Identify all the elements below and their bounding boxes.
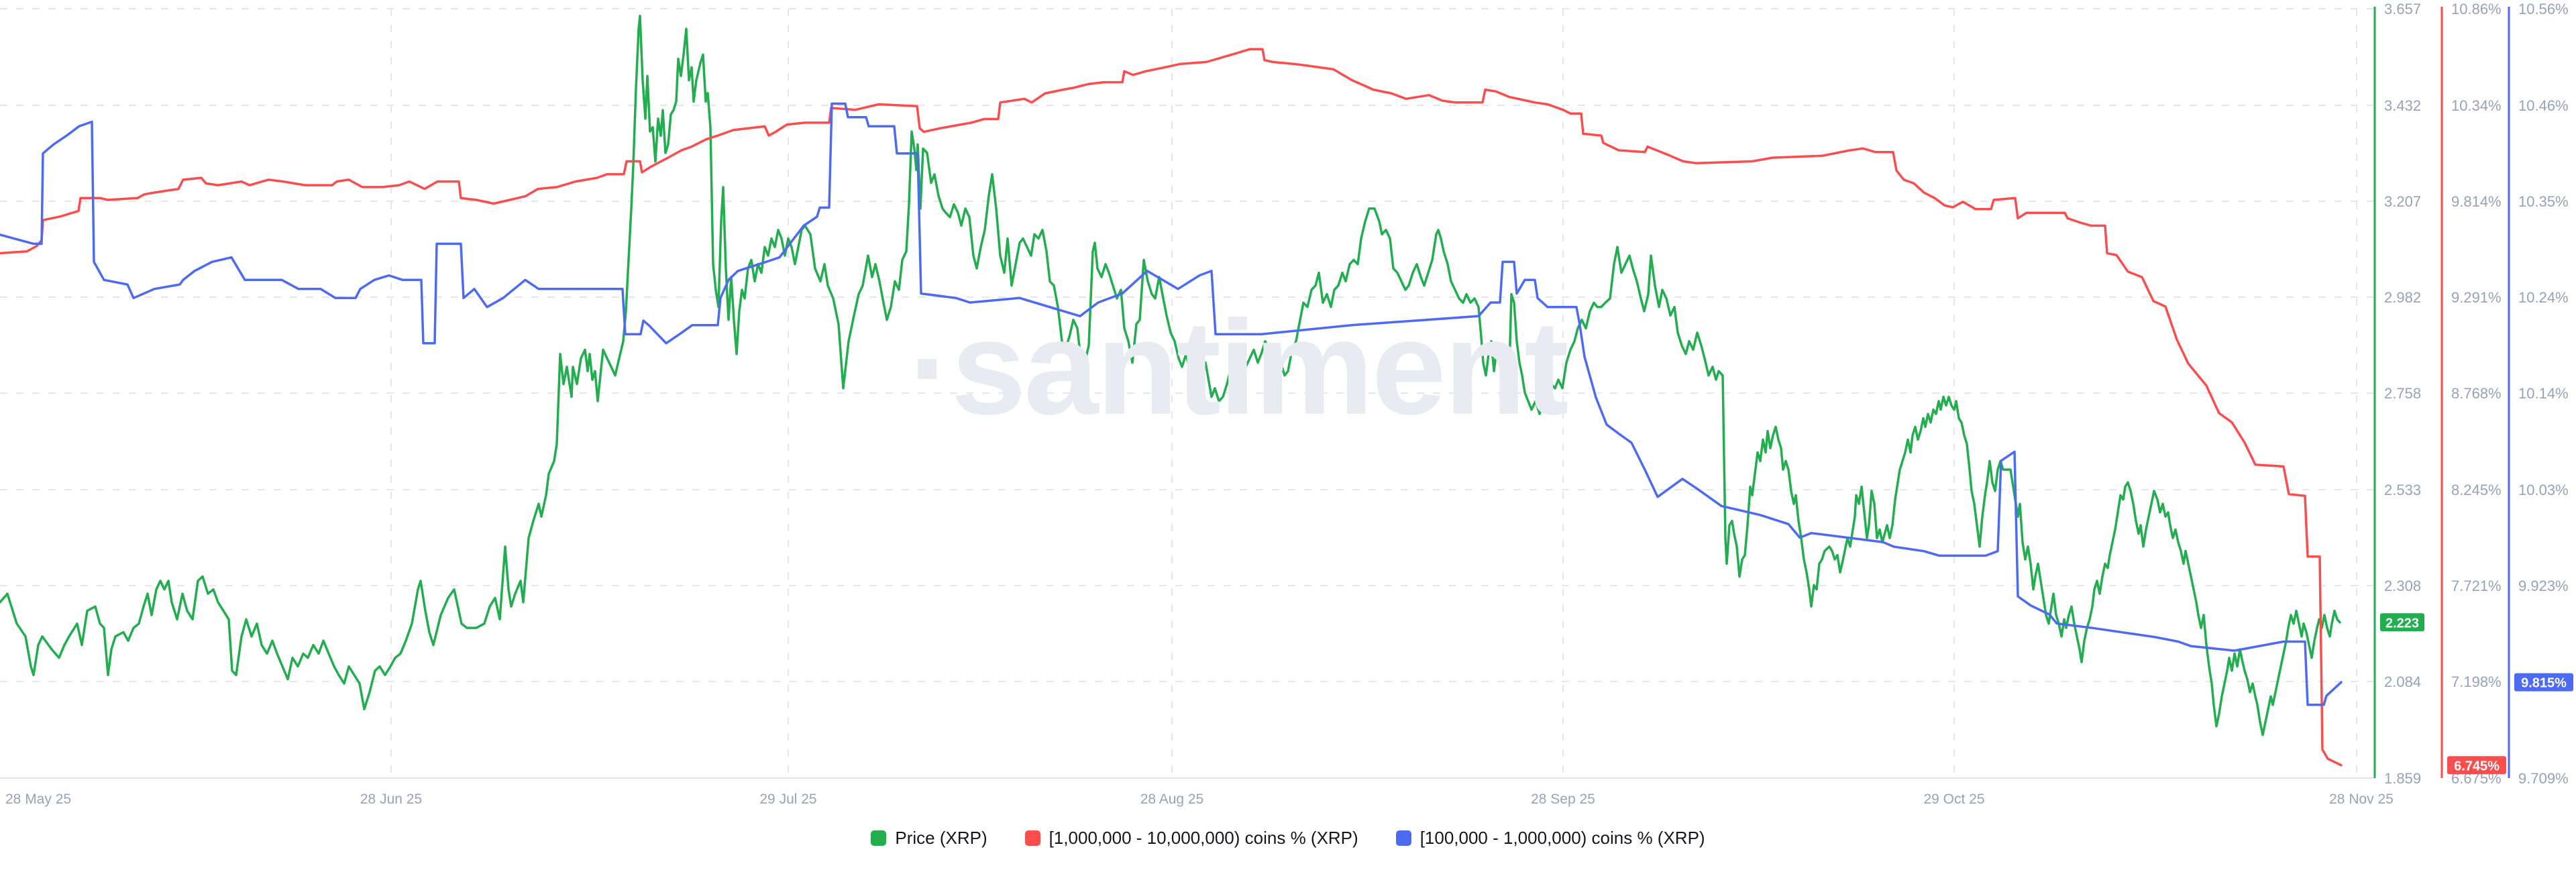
y-tick-label: 10.14% — [2518, 385, 2569, 402]
x-tick-label: 29 Oct 25 — [1923, 792, 1984, 807]
y-tick-label: 10.86% — [2451, 1, 2502, 17]
y-tick-label: 10.03% — [2518, 482, 2569, 498]
x-tick-label: 28 Sep 25 — [1531, 792, 1595, 807]
current-value-badge-text: 6.745% — [2454, 759, 2500, 773]
current-value-badge-text: 9.815% — [2521, 676, 2567, 691]
y-tick-label: 9.923% — [2518, 578, 2569, 594]
legend-swatch-icon — [1024, 830, 1040, 846]
y-tick-label: 7.198% — [2451, 673, 2502, 690]
y-tick-label: 7.721% — [2451, 578, 2502, 594]
y-tick-label: 8.245% — [2451, 482, 2502, 498]
current-value-badge-text: 2.223 — [2385, 616, 2419, 631]
y-tick-label: 3.657 — [2384, 1, 2421, 17]
legend-item-bucket2[interactable]: [100,000 - 1,000,000) coins % (XRP) — [1395, 828, 1705, 848]
y-tick-label: 3.432 — [2384, 97, 2421, 114]
x-tick-label: 28 Nov 25 — [2329, 792, 2394, 807]
legend-label: Price (XRP) — [895, 828, 987, 848]
y-tick-label: 2.308 — [2384, 578, 2421, 594]
series-line-price — [0, 15, 2341, 737]
y-tick-label: 8.768% — [2451, 385, 2502, 402]
legend-item-price[interactable]: Price (XRP) — [871, 829, 987, 847]
y-tick-label: 1.859 — [2384, 770, 2421, 787]
current-value-badge — [2380, 613, 2424, 632]
y-tick-label: 9.291% — [2451, 289, 2502, 306]
legend-item-bucket1[interactable]: [1,000,000 - 10,000,000) coins % (XRP) — [1024, 828, 1358, 848]
y-tick-label: 2.982 — [2384, 289, 2421, 306]
y-tick-label: 10.35% — [2518, 193, 2569, 210]
y-tick-label: 2.758 — [2384, 385, 2421, 402]
series-line-bucket2 — [0, 102, 2343, 706]
legend-label: [100,000 - 1,000,000) coins % (XRP) — [1419, 828, 1705, 848]
legend-label: [1,000,000 - 10,000,000) coins % (XRP) — [1049, 828, 1358, 848]
legend-swatch-icon — [871, 830, 887, 846]
y-tick-label: 10.34% — [2451, 97, 2502, 114]
x-tick-label: 28 Jun 25 — [360, 792, 422, 807]
x-tick-label: 29 Jul 25 — [759, 792, 816, 807]
y-tick-label: 10.24% — [2518, 289, 2569, 306]
y-tick-label: 2.533 — [2384, 482, 2421, 498]
legend-swatch-icon — [1395, 830, 1411, 846]
y-tick-label: 3.207 — [2384, 193, 2421, 210]
current-value-badge — [2447, 756, 2506, 775]
y-tick-label: 9.814% — [2451, 193, 2502, 210]
y-tick-label: 2.084 — [2384, 673, 2421, 690]
y-tick-label: 10.46% — [2518, 97, 2569, 114]
series-line-bucket1 — [0, 48, 2343, 767]
current-value-badge — [2514, 673, 2573, 692]
x-tick-label: 28 May 25 — [5, 792, 71, 807]
y-tick-label: 9.709% — [2518, 770, 2569, 787]
x-tick-label: 28 Aug 25 — [1140, 792, 1204, 807]
y-tick-label: 10.56% — [2518, 1, 2569, 17]
chart-legend: Price (XRP) [1,000,000 - 10,000,000) coin… — [0, 829, 2576, 847]
